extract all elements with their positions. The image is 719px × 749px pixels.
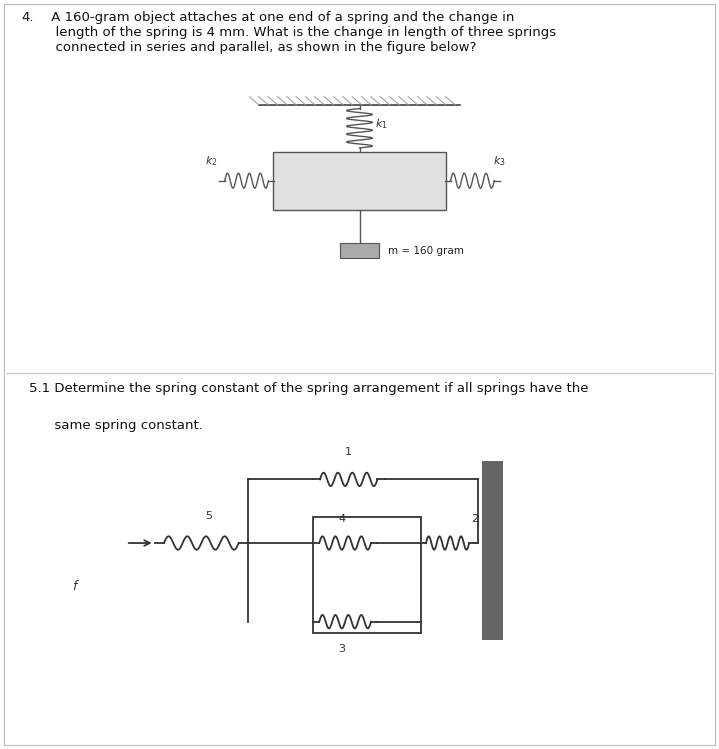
Text: 3: 3 bbox=[338, 643, 345, 654]
Text: 2: 2 bbox=[471, 515, 478, 524]
Text: A 160-gram object attaches at one end of a spring and the change in
  length of : A 160-gram object attaches at one end of… bbox=[47, 11, 556, 54]
Text: 4.: 4. bbox=[22, 11, 34, 24]
Text: 5: 5 bbox=[205, 511, 212, 521]
Bar bbox=[339, 243, 380, 258]
Text: 5.1 Determine the spring constant of the spring arrangement if all springs have : 5.1 Determine the spring constant of the… bbox=[29, 382, 588, 395]
Bar bbox=[313, 517, 421, 633]
Text: m = 160 gram: m = 160 gram bbox=[388, 246, 464, 255]
Text: $k_3$: $k_3$ bbox=[493, 154, 505, 168]
Bar bbox=[482, 461, 503, 640]
Text: 4: 4 bbox=[338, 515, 345, 524]
Bar bbox=[273, 151, 446, 210]
Text: $k_2$: $k_2$ bbox=[205, 154, 218, 168]
Text: 1: 1 bbox=[345, 447, 352, 457]
Text: f: f bbox=[72, 580, 76, 593]
Text: $k_1$: $k_1$ bbox=[375, 118, 388, 131]
Text: same spring constant.: same spring constant. bbox=[29, 419, 203, 432]
